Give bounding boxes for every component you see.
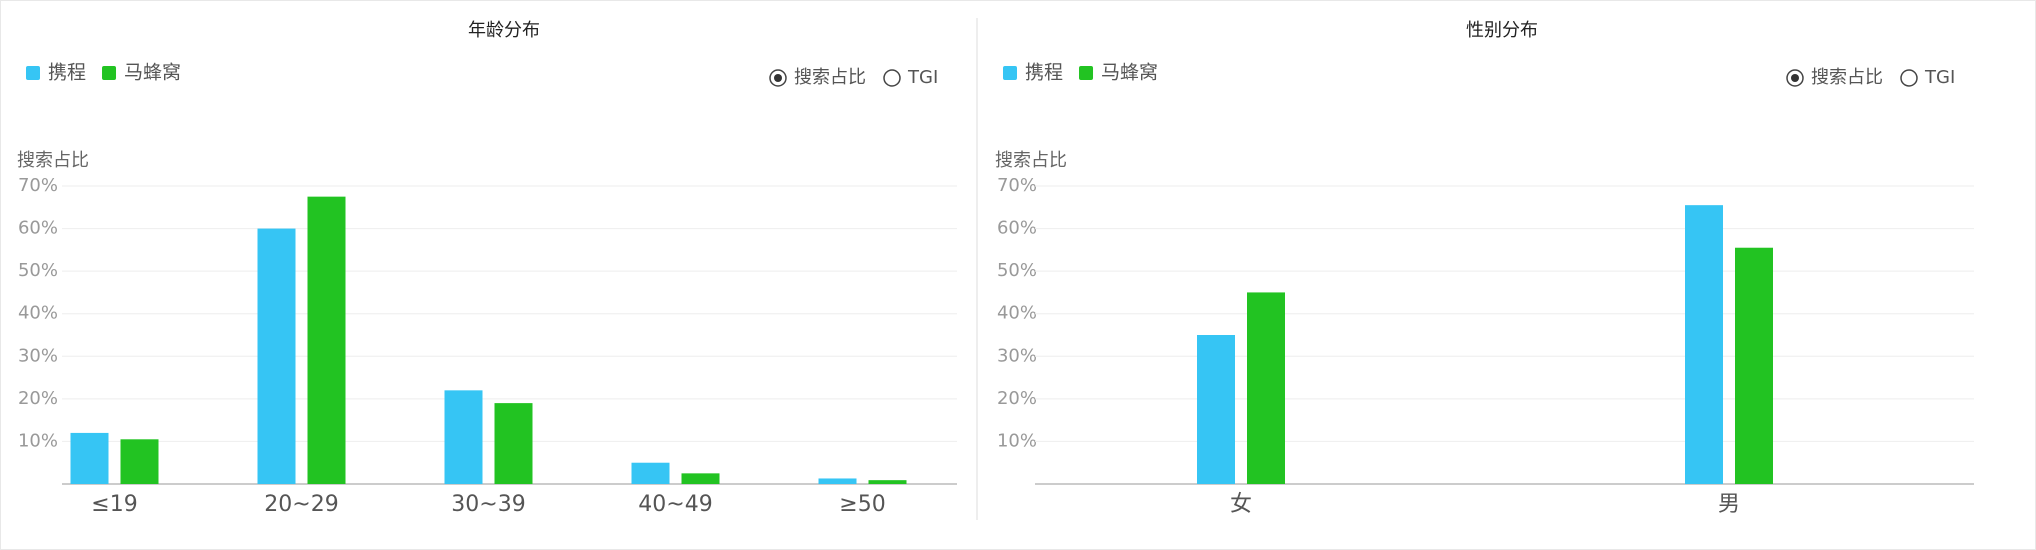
radio-label[interactable]: TGI — [1924, 67, 1955, 88]
y-tick-label: 10% — [997, 430, 1037, 451]
x-tick-label: 男 — [1718, 492, 1740, 517]
bar — [307, 196, 346, 484]
bar — [1685, 205, 1723, 484]
y-tick-label: 30% — [997, 345, 1037, 366]
legend-label: 携程 — [1025, 62, 1063, 84]
y-tick-label: 20% — [18, 388, 58, 409]
bar — [257, 228, 296, 484]
bar — [1197, 335, 1235, 484]
bar — [444, 390, 483, 484]
legend-swatch — [102, 66, 117, 80]
radio-dot — [1791, 74, 1799, 82]
legend-swatch — [1003, 66, 1017, 80]
y-tick-label: 60% — [18, 218, 58, 239]
legend-label: 马蜂窝 — [124, 62, 181, 84]
bar — [818, 478, 857, 484]
y-tick-label: 70% — [18, 175, 58, 196]
y-tick-label: 30% — [18, 345, 58, 366]
legend-label: 马蜂窝 — [1101, 62, 1158, 84]
chart-title: 性别分布 — [1466, 20, 1538, 41]
bar — [120, 439, 159, 484]
y-tick-label: 40% — [18, 303, 58, 324]
y-tick-label: 20% — [997, 388, 1037, 409]
y-tick-label: 50% — [18, 260, 58, 281]
bar — [631, 462, 670, 484]
radio-label[interactable]: 搜索占比 — [1811, 67, 1883, 88]
y-axis-label: 搜索占比 — [995, 150, 1067, 171]
legend-swatch — [1079, 66, 1094, 80]
legend-swatch — [26, 66, 40, 80]
radio-label[interactable]: TGI — [907, 67, 938, 88]
x-tick-label: 30~39 — [451, 492, 525, 517]
bar — [681, 473, 720, 484]
x-tick-label: ≥50 — [839, 492, 885, 517]
y-axis-label: 搜索占比 — [17, 150, 89, 171]
y-tick-label: 60% — [997, 218, 1037, 239]
y-tick-label: 50% — [997, 260, 1037, 281]
x-tick-label: ≤19 — [91, 492, 137, 517]
radio-dot — [774, 74, 782, 82]
bar — [1735, 247, 1773, 484]
bar — [494, 403, 533, 484]
bar — [1247, 292, 1285, 484]
bar — [868, 480, 907, 484]
y-tick-label: 40% — [997, 303, 1037, 324]
y-tick-label: 70% — [997, 175, 1037, 196]
bar — [70, 432, 109, 484]
radio-button[interactable] — [883, 69, 901, 87]
chart-title: 年龄分布 — [468, 20, 540, 41]
radio-button[interactable] — [1900, 69, 1918, 87]
x-tick-label: 20~29 — [264, 492, 338, 517]
radio-label[interactable]: 搜索占比 — [794, 67, 866, 88]
x-tick-label: 女 — [1230, 492, 1252, 517]
y-tick-label: 10% — [18, 430, 58, 451]
x-tick-label: 40~49 — [638, 492, 712, 517]
legend-label: 携程 — [48, 62, 86, 84]
